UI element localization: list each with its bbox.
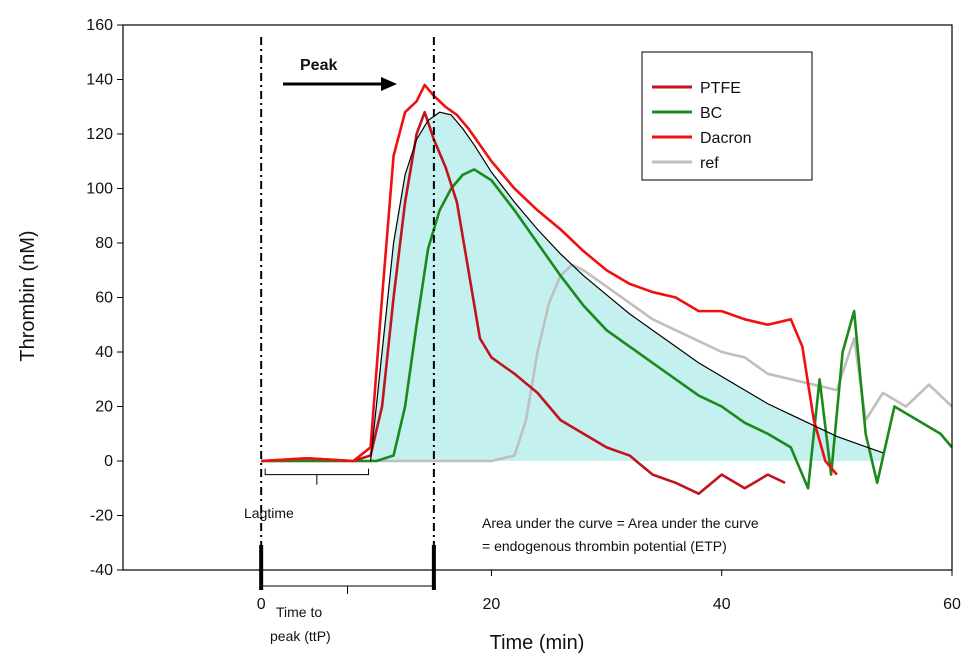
y-tick-label: 120 <box>86 126 113 143</box>
plot-area <box>259 37 953 594</box>
ttp-label-line2: peak (ttP) <box>270 628 331 644</box>
y-tick-label: 20 <box>95 399 113 416</box>
peak-arrow-head <box>381 77 397 91</box>
ttp-label-line1: Time to <box>276 604 322 620</box>
auc-shaded-area <box>370 112 883 461</box>
y-tick-label: 80 <box>95 235 113 252</box>
y-tick-label: 100 <box>86 181 113 198</box>
y-tick-label: 60 <box>95 290 113 307</box>
series-line-ptfe <box>261 110 786 496</box>
legend-label-bc: BC <box>700 105 722 122</box>
ttp-bracket <box>260 580 435 594</box>
series-line-dacron <box>261 83 838 476</box>
legend-label-ptfe: PTFE <box>700 80 741 97</box>
y-tick-label: -40 <box>90 562 113 579</box>
y-axis-title: Thrombin (nM) <box>17 230 39 361</box>
axes: -40 -20 0 20 40 60 80 100 120 140 160 0 20 40 60 <box>86 17 961 613</box>
legend-label-dacron: Dacron <box>700 130 752 147</box>
y-tick-label: 140 <box>86 72 113 89</box>
auc-label-line2: = endogenous thrombin potential (ETP) <box>482 538 727 554</box>
x-tick-label: 20 <box>483 596 501 613</box>
series-line-bc <box>261 168 953 490</box>
annotations: Peak Lagtime Time to peak (ttP) Area und… <box>244 57 759 644</box>
x-axis-title: Time (min) <box>490 632 585 654</box>
x-tick-label: 60 <box>943 596 961 613</box>
legend-box <box>641 51 813 181</box>
x-tick-label: 40 <box>713 596 731 613</box>
auc-label-line1: Area under the curve = Area under the cu… <box>482 515 759 531</box>
peak-label: Peak <box>300 57 337 74</box>
x-tick-label: 0 <box>257 596 266 613</box>
y-tick-label: 0 <box>104 453 113 470</box>
y-tick-label: -20 <box>90 508 113 525</box>
lagtime-label: Lagtime <box>244 505 294 521</box>
lagtime-bracket <box>264 468 370 485</box>
y-tick-label: 160 <box>86 17 113 34</box>
legend-label-ref: ref <box>700 155 719 172</box>
y-tick-label: 40 <box>95 344 113 361</box>
fit-curve-line <box>369 111 884 462</box>
legend: PTFE BC Dacron ref <box>641 51 813 181</box>
